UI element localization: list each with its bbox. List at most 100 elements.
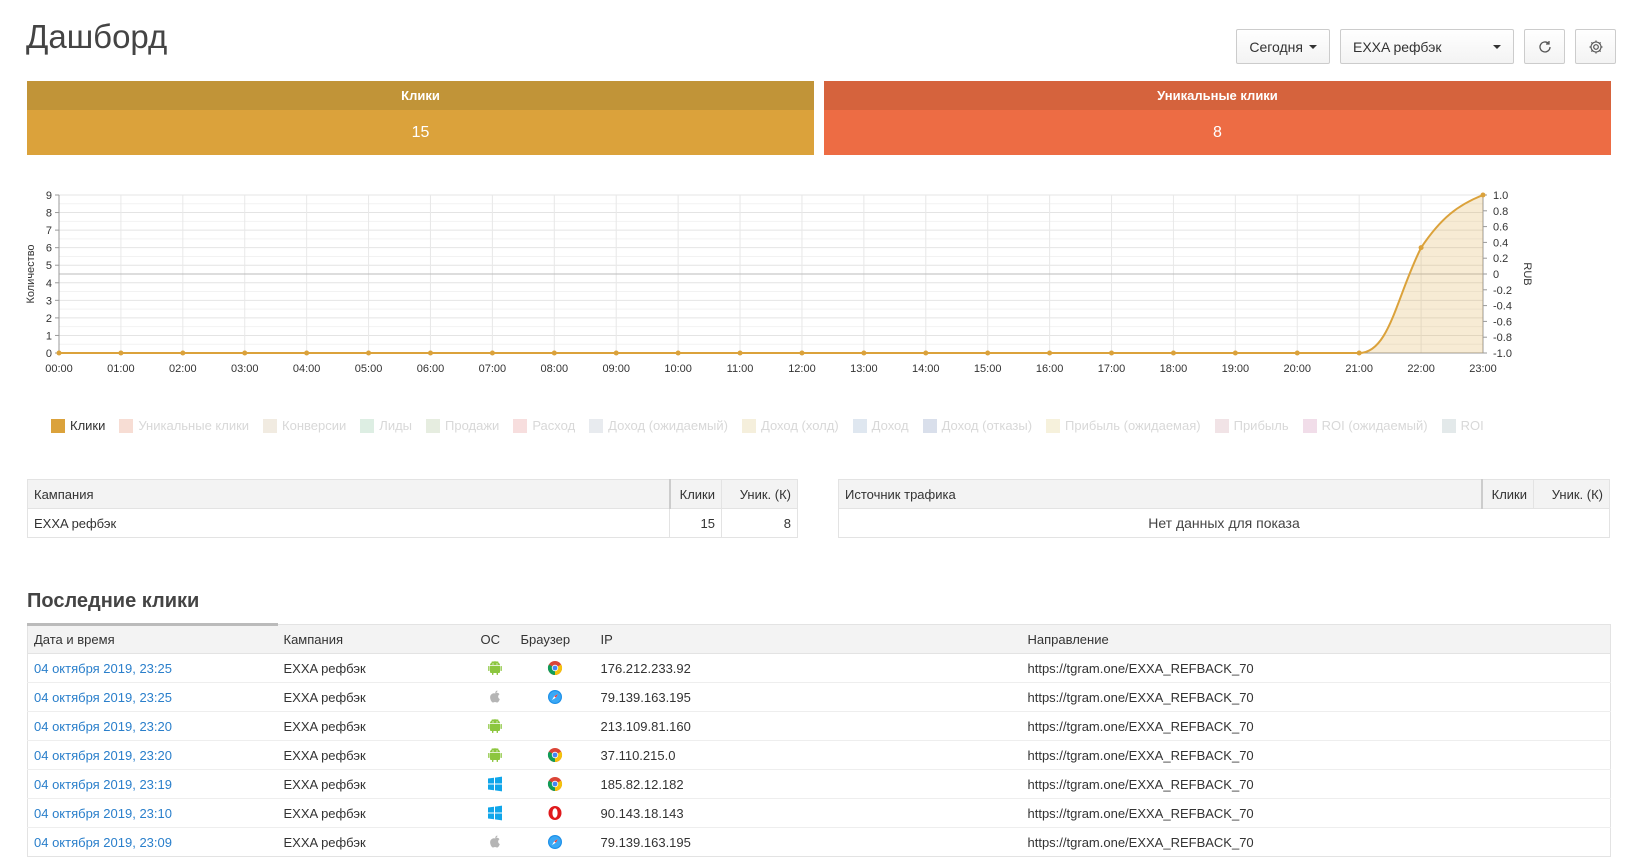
legend-item[interactable]: Доход [852,418,909,433]
click-datetime-link[interactable]: 04 октября 2019, 23:09 [27,827,278,857]
x-tick-label: 11:00 [727,363,754,375]
y-tick-label: 5 [46,260,52,272]
col-source[interactable]: Источник трафика [838,479,1482,509]
data-point [1170,350,1176,356]
table-row[interactable]: 04 октября 2019, 23:20 EXXA рефбэк 37.110.… [27,740,1611,770]
legend-item[interactable]: Доход (холд) [742,418,839,433]
y2-axis-title: RUB [1521,262,1533,285]
click-datetime-link[interactable]: 04 октября 2019, 23:25 [27,682,278,712]
legend-item[interactable]: Прибыль (ожидаемая) [1046,418,1201,433]
col-campaign[interactable]: Кампания [277,624,475,654]
legend-item[interactable]: ROI (ожидаемый) [1302,418,1428,433]
col-unique[interactable]: Уник. (К) [1533,479,1610,509]
clicks-stat-value: 15 [27,110,814,155]
safari-icon [547,690,562,705]
data-point [56,350,62,356]
click-browser [514,769,595,799]
click-datetime-link[interactable]: 04 октября 2019, 23:10 [27,798,278,828]
legend-label: Доход (отказы) [941,418,1033,433]
click-datetime-link[interactable]: 04 октября 2019, 23:20 [27,740,278,770]
click-campaign: EXXA рефбэк [277,682,475,712]
col-ip[interactable]: IP [594,624,1022,654]
table-row[interactable]: 04 октября 2019, 23:25 EXXA рефбэк 176.212… [27,653,1611,683]
recent-clicks-title: Последние клики [27,590,200,612]
data-point [366,350,372,356]
legend-label: Продажи [445,418,500,433]
chrome-icon [547,777,562,792]
data-point [1418,245,1424,251]
col-browser[interactable]: Браузер [514,624,595,654]
click-os [474,740,515,770]
unique-clicks-stat-value: 8 [824,110,1611,155]
x-tick-label: 02:00 [169,363,197,375]
x-tick-label: 17:00 [1098,363,1126,375]
table-row[interactable]: EXXA рефбэк 15 8 [27,508,798,538]
legend-item[interactable]: ROI [1441,418,1484,433]
legend-label: Лиды [379,418,413,433]
data-point [427,350,433,356]
legend-item[interactable]: Доход (ожидаемый) [589,418,728,433]
android-icon [487,748,502,763]
table-row[interactable]: 04 октября 2019, 23:10 EXXA рефбэк 90.143.… [27,798,1611,828]
chart-svg: 0 1 2 3 4 5 6 7 8 9 1.0 0.8 0.6 0.4 0.2 0 -0.2 -0.4 -0.6 -0… [25,190,1533,375]
x-tick-label: 09:00 [602,363,630,375]
click-ip: 79.139.163.195 [594,827,1022,857]
y-tick-label: 9 [46,190,52,202]
legend-swatch [589,418,604,433]
data-point [1356,350,1362,356]
campaign-select[interactable]: EXXA рефбэк [1340,29,1514,64]
refresh-icon [1538,40,1551,53]
campaigns-table: Кампания Клики Уник. (К) EXXA рефбэк 15 … [27,479,798,538]
table-row[interactable]: 04 октября 2019, 23:25 EXXA рефбэк 79.139.… [27,682,1611,712]
campaign-clicks: 15 [669,508,722,538]
legend-item[interactable]: Клики [51,418,105,433]
legend-swatch [922,418,937,433]
col-campaign[interactable]: Кампания [27,479,670,509]
data-point [1480,192,1486,198]
table-row[interactable]: 04 октября 2019, 23:09 EXXA рефбэк 79.139.… [27,827,1611,857]
col-clicks[interactable]: Клики [1480,479,1534,509]
click-datetime-link[interactable]: 04 октября 2019, 23:20 [27,711,278,741]
settings-button[interactable] [1575,29,1616,64]
legend-item[interactable]: Уникальные клики [119,418,249,433]
legend-item[interactable]: Доход (отказы) [922,418,1033,433]
click-ip: 176.212.233.92 [594,653,1022,683]
data-point [1294,350,1300,356]
legend-swatch [119,418,134,433]
empty-message: Нет данных для показа [838,508,1610,538]
x-tick-label: 03:00 [231,363,259,375]
chart-legend: Клики Уникальные клики Конверсии Лиды Продаж… [51,418,1484,433]
period-dropdown[interactable]: Сегодня [1236,29,1330,64]
x-tick-label: 23:00 [1469,363,1497,375]
refresh-button[interactable] [1524,29,1565,64]
legend-item[interactable]: Прибыль [1214,418,1289,433]
legend-item[interactable]: Лиды [360,418,412,433]
legend-label: Расход [532,418,576,433]
data-point [675,350,681,356]
legend-label: Прибыль (ожидаемая) [1065,418,1201,433]
x-tick-label: 06:00 [417,363,445,375]
table-row[interactable]: 04 октября 2019, 23:19 EXXA рефбэк 185.82.… [27,769,1611,799]
col-destination[interactable]: Направление [1021,624,1611,654]
data-point [737,350,743,356]
chrome-icon [547,748,562,763]
col-unique[interactable]: Уник. (К) [721,479,798,509]
click-browser [514,653,595,683]
click-datetime-link[interactable]: 04 октября 2019, 23:25 [27,653,278,683]
click-os [474,711,515,741]
legend-item[interactable]: Расход [513,418,575,433]
campaign-select-value: EXXA рефбэк [1353,38,1442,55]
data-point [1232,350,1238,356]
y2-tick-label: 0 [1493,269,1499,281]
col-os[interactable]: ОС [474,624,515,654]
legend-item[interactable]: Продажи [426,418,499,433]
y2-tick-label: -0.4 [1493,301,1512,313]
click-datetime-link[interactable]: 04 октября 2019, 23:19 [27,769,278,799]
col-datetime[interactable]: Дата и время [27,623,278,654]
legend-item[interactable]: Конверсии [263,418,346,433]
col-clicks[interactable]: Клики [668,479,722,509]
legend-label: ROI [1460,418,1484,433]
y2-tick-label: 0.2 [1493,253,1508,265]
table-row[interactable]: 04 октября 2019, 23:20 EXXA рефбэк 213.109… [27,711,1611,741]
y2-tick-label: -0.6 [1493,316,1512,328]
